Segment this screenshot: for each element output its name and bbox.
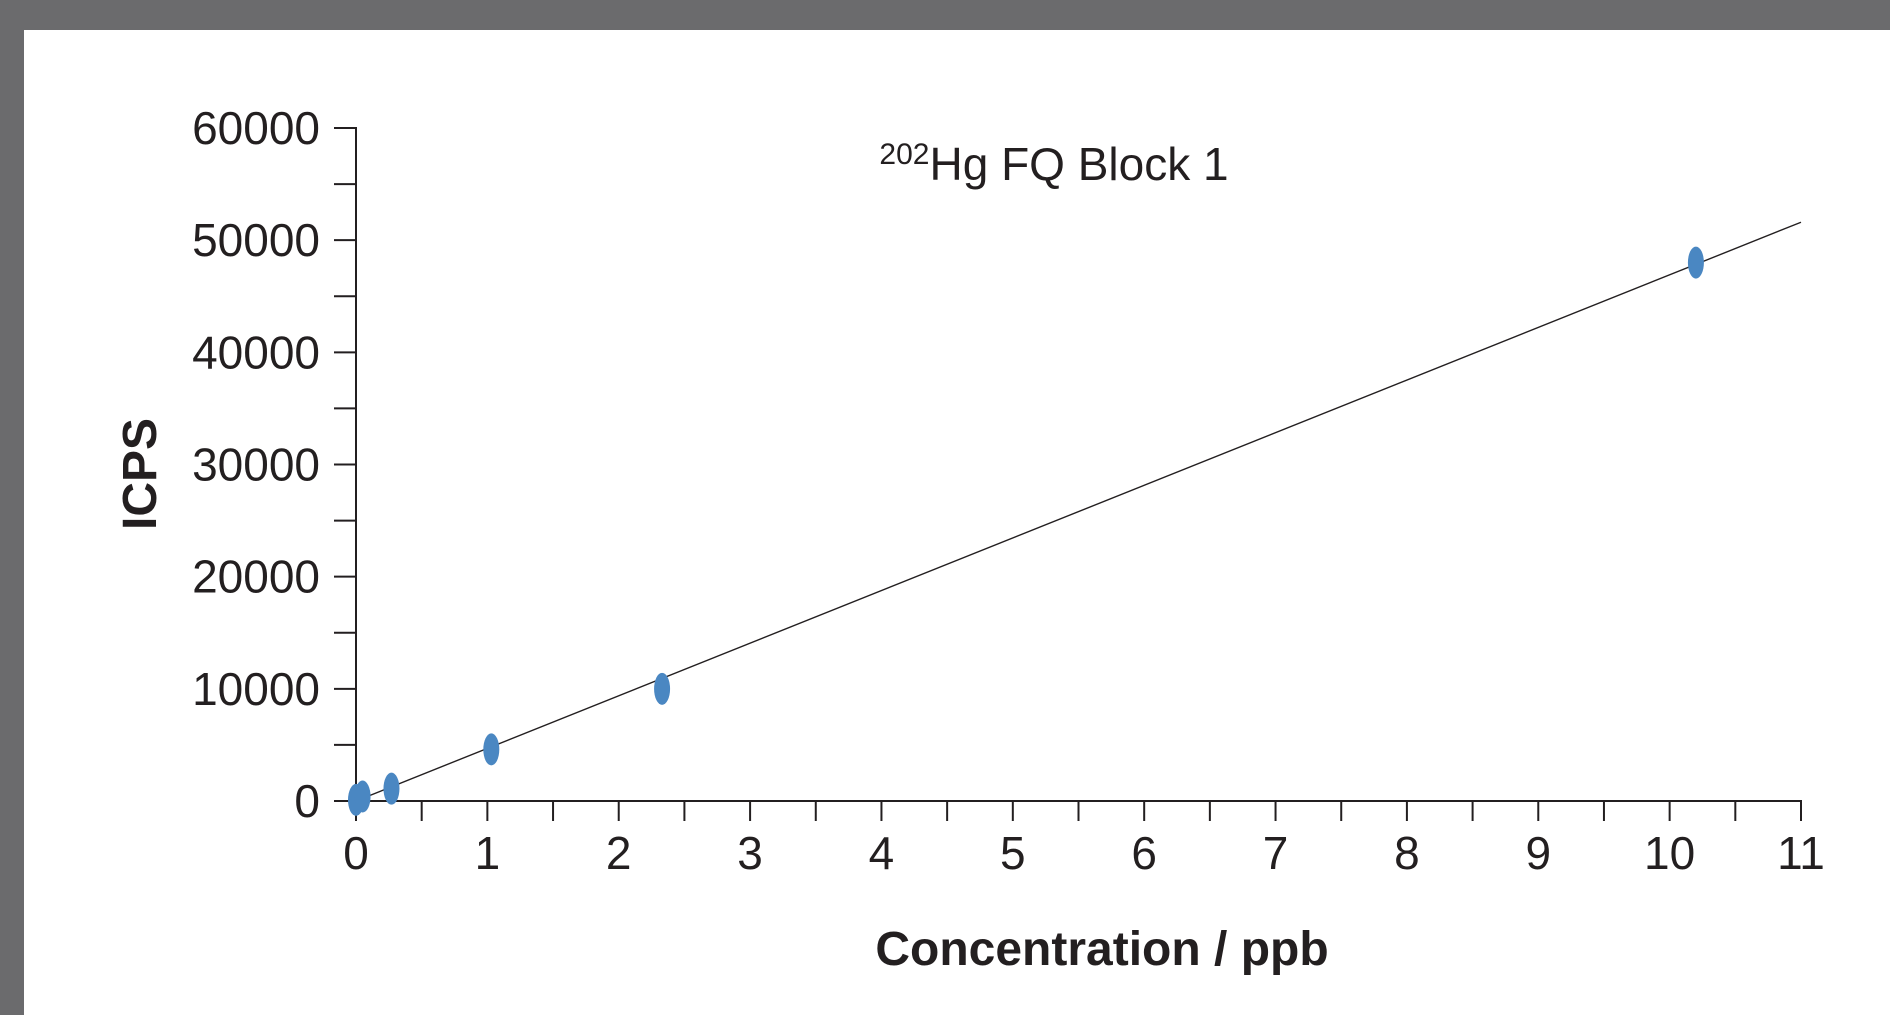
- x-tick-label: 9: [1525, 827, 1551, 879]
- fit-line-group: [355, 221, 1802, 802]
- y-tick-label: 10000: [192, 663, 320, 715]
- data-point: [1687, 246, 1704, 279]
- x-tick-label: 1: [475, 827, 501, 879]
- chart-title: 202Hg FQ Block 1: [879, 138, 1228, 190]
- chart-title-superscript: 202: [879, 138, 929, 171]
- data-points: [348, 246, 1704, 816]
- x-axis-title: Concentration / ppb: [875, 923, 1328, 976]
- x-tick-label: 4: [869, 827, 895, 879]
- x-tick-label: 10: [1644, 827, 1695, 879]
- x-tick-label: 8: [1394, 827, 1420, 879]
- y-tick-label: 30000: [192, 439, 320, 491]
- chart-panel: 202Hg FQ Block 1 ICPS Concentration / pp…: [24, 30, 1890, 1015]
- fit-line: [355, 221, 1802, 802]
- y-axis-title: ICPS: [114, 418, 167, 530]
- data-point: [383, 772, 400, 805]
- x-tick-label: 11: [1777, 827, 1825, 879]
- data-point: [483, 733, 500, 766]
- y-tick-label: 0: [294, 775, 320, 827]
- x-tick-label: 2: [606, 827, 632, 879]
- axes: 0 10000 20000 30000 40000 50000 60000 0 1 2 3 4 5 6 7 8…: [192, 102, 1825, 879]
- chart-title-text: Hg FQ Block 1: [929, 138, 1228, 190]
- x-tick-label: 6: [1131, 827, 1157, 879]
- y-tick-label: 20000: [192, 551, 320, 603]
- x-tick-label: 0: [343, 827, 369, 879]
- y-tick-label: 60000: [192, 102, 320, 154]
- calibration-chart: 202Hg FQ Block 1 ICPS Concentration / pp…: [114, 102, 1825, 976]
- x-tick-label: 3: [737, 827, 763, 879]
- data-point: [354, 780, 371, 813]
- data-point: [654, 672, 671, 705]
- x-tick-label: 5: [1000, 827, 1026, 879]
- x-tick-label: 7: [1263, 827, 1289, 879]
- y-tick-label: 50000: [192, 214, 320, 266]
- y-tick-label: 40000: [192, 326, 320, 378]
